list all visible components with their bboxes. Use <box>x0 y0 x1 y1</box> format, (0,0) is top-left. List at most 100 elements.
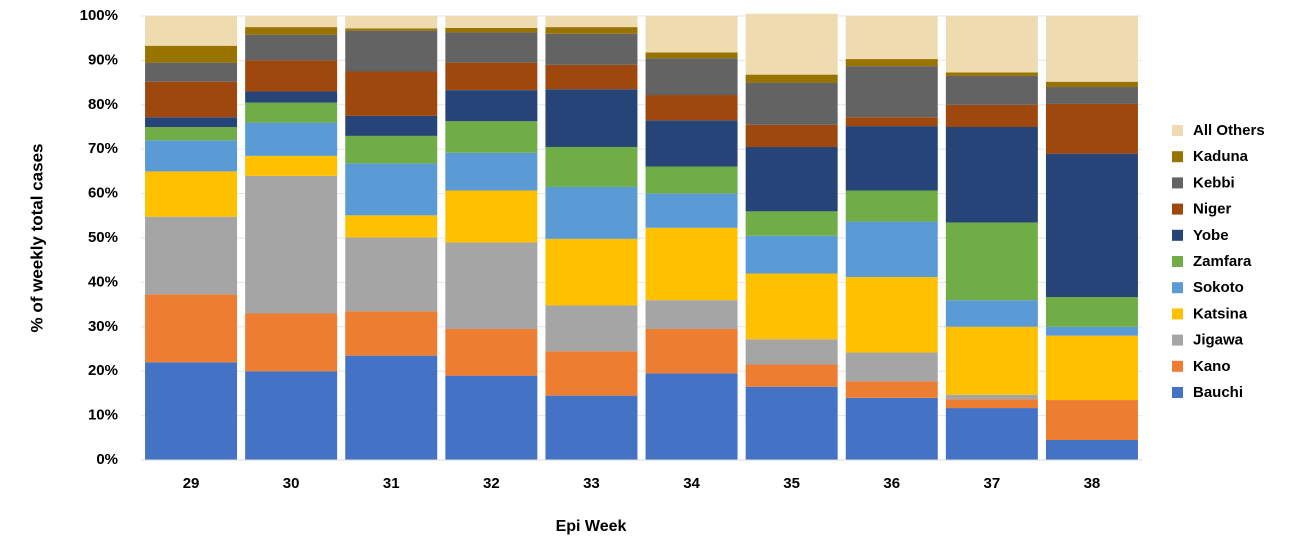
bar-segment <box>745 124 838 147</box>
legend-label: Yobe <box>1193 227 1229 244</box>
bar-segment <box>745 364 838 387</box>
bar-segment <box>545 305 638 352</box>
bar-segment <box>445 16 538 28</box>
x-tick-label: 33 <box>583 475 600 492</box>
y-tick-label: 90% <box>88 51 118 68</box>
bar-segment <box>645 120 738 167</box>
x-tick-label: 34 <box>683 475 700 492</box>
legend-label: Sokoto <box>1193 279 1244 296</box>
legend-swatch <box>1172 177 1183 189</box>
legend: All Others Kaduna Kebbi Niger Yobe Zamfara Sok… <box>1172 122 1265 401</box>
legend-label: Zamfara <box>1193 253 1252 270</box>
legend-swatch <box>1172 203 1183 215</box>
bar-segment <box>345 135 438 164</box>
bar-segment <box>545 64 638 90</box>
legend-swatch <box>1172 151 1183 163</box>
x-tick-label: 29 <box>183 475 200 492</box>
y-tick-label: 0% <box>96 451 118 468</box>
bar-segment <box>445 242 538 330</box>
bar-segment <box>445 190 538 243</box>
bar-segment <box>445 90 538 122</box>
axis-layer: 0% 10% 20% 30% 40% 50% 60% 70% 80% 90% 100% 29 30 31 3… <box>80 7 1142 492</box>
bar-segment <box>345 355 438 460</box>
bar-segment <box>845 277 938 353</box>
legend-label: Katsina <box>1193 305 1248 322</box>
bar-segment <box>345 71 438 116</box>
bar-segment <box>745 74 838 83</box>
bar-segment <box>645 166 738 194</box>
bar-segment <box>145 171 238 217</box>
bar-segment <box>945 16 1038 73</box>
bar-segment <box>345 311 438 356</box>
bar-segment <box>245 91 338 103</box>
bar-segment <box>145 127 238 141</box>
bar-segment <box>1045 87 1138 104</box>
bar-segment <box>445 32 538 63</box>
bar-segment <box>845 397 938 460</box>
bar-segment <box>945 399 1038 409</box>
legend-swatch <box>1172 229 1183 241</box>
x-tick-label: 36 <box>883 475 900 492</box>
bar-segment <box>245 60 338 92</box>
bar-segment <box>645 329 738 374</box>
bar-segment <box>545 351 638 396</box>
legend-swatch <box>1172 360 1183 372</box>
y-tick-label: 20% <box>88 362 118 379</box>
bar-segment <box>645 58 738 96</box>
bar-segment <box>445 375 538 460</box>
bar-segment <box>1045 400 1138 441</box>
bar-segment <box>1045 153 1138 298</box>
bar-segment <box>845 117 938 127</box>
bar-segment <box>945 127 1038 223</box>
legend-label: Niger <box>1193 201 1232 218</box>
bar-segment <box>445 152 538 191</box>
bar-segment <box>245 34 338 61</box>
bar-segment <box>545 16 638 28</box>
bar-segment <box>845 352 938 382</box>
bar-segment <box>145 45 238 63</box>
bar-segment <box>945 326 1038 395</box>
bar-segment <box>345 16 438 29</box>
bars-layer <box>145 13 1138 460</box>
bar-segment <box>145 62 238 82</box>
bar-segment <box>345 28 438 31</box>
bar-segment <box>245 122 338 156</box>
bar-segment <box>445 121 538 153</box>
bar-segment <box>745 146 838 212</box>
legend-swatch <box>1172 308 1183 320</box>
bar-segment <box>945 75 1038 105</box>
bar-segment <box>445 62 538 91</box>
bar-segment <box>345 163 438 216</box>
bar-segment <box>345 30 438 72</box>
bar-segment <box>945 72 1038 76</box>
x-tick-label: 32 <box>483 475 500 492</box>
bar-segment <box>545 27 638 34</box>
bar-segment <box>645 300 738 330</box>
bar-segment <box>945 408 1038 460</box>
x-axis-title: Epi Week <box>556 518 627 535</box>
bar-segment <box>645 373 738 460</box>
bar-segment <box>145 216 238 295</box>
legend-swatch <box>1172 282 1183 294</box>
bar-segment <box>1045 297 1138 327</box>
bar-segment <box>1045 326 1138 336</box>
bar-segment <box>845 221 938 278</box>
legend-label: Bauchi <box>1193 384 1243 401</box>
bar-segment <box>1045 16 1138 82</box>
legend-label: Jigawa <box>1193 332 1244 349</box>
bar-segment <box>545 89 638 147</box>
y-tick-label: 40% <box>88 273 118 290</box>
bar-segment <box>245 102 338 123</box>
bar-segment <box>245 27 338 35</box>
legend-swatch <box>1172 256 1183 267</box>
bar-segment <box>845 126 938 191</box>
bar-segment <box>445 329 538 376</box>
legend-label: Kebbi <box>1193 174 1235 191</box>
x-tick-label: 38 <box>1084 475 1101 492</box>
bar-segment <box>845 16 938 60</box>
bar-segment <box>145 294 238 363</box>
bar-segment <box>1045 103 1138 154</box>
bar-segment <box>945 104 1038 127</box>
bar-segment <box>745 13 838 75</box>
